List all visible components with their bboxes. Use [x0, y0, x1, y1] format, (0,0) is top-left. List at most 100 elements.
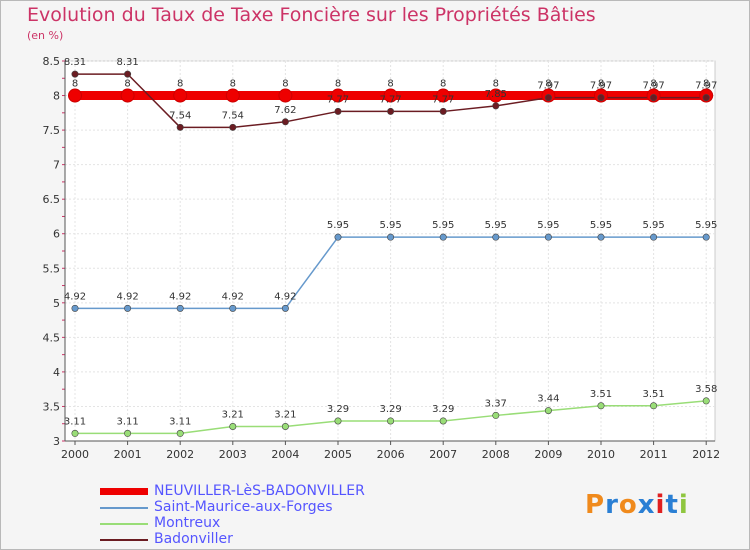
data-label: 3.51	[590, 389, 612, 400]
y-tick-label: 5.5	[43, 262, 61, 275]
x-tick-label: 2010	[587, 448, 615, 461]
data-point	[334, 107, 342, 115]
data-point	[544, 94, 552, 102]
y-tick-label: 8	[53, 90, 60, 103]
data-point	[124, 304, 132, 312]
data-point	[436, 88, 451, 103]
data-label: 7.54	[169, 110, 191, 121]
x-tick-label: 2005	[324, 448, 352, 461]
data-label: 8	[440, 79, 446, 90]
data-label: 7.97	[642, 81, 664, 92]
data-label: 8	[282, 79, 288, 90]
data-label: 3.29	[379, 404, 401, 415]
data-point	[439, 233, 447, 241]
data-label: 3.37	[485, 398, 507, 409]
data-point	[702, 233, 710, 241]
data-point	[281, 118, 289, 126]
data-point	[278, 88, 293, 103]
data-label: 7.85	[485, 89, 507, 100]
data-label: 7.77	[379, 94, 401, 105]
data-label: 5.95	[537, 220, 559, 231]
data-label: 3.11	[64, 416, 86, 427]
data-label: 8	[72, 79, 78, 90]
x-tick-label: 2002	[166, 448, 194, 461]
logo-letter: P	[585, 490, 606, 520]
y-tick-label: 6	[53, 228, 60, 241]
data-point	[702, 94, 710, 102]
y-tick-label: 8.5	[43, 55, 61, 68]
data-label: 4.92	[274, 291, 296, 302]
data-point	[544, 407, 552, 415]
data-point	[492, 233, 500, 241]
data-point	[488, 88, 503, 103]
x-tick-label: 2003	[219, 448, 247, 461]
data-point	[597, 233, 605, 241]
data-point	[439, 107, 447, 115]
data-point	[334, 417, 342, 425]
legend-label: NEUVILLER-LèS-BADONVILLER	[154, 483, 365, 499]
data-label: 8	[335, 79, 341, 90]
data-label: 5.95	[327, 220, 349, 231]
data-label: 8	[124, 79, 130, 90]
data-point	[383, 88, 398, 103]
logo-letter: t	[665, 490, 679, 520]
data-label: 8	[177, 79, 183, 90]
data-label: 5.95	[379, 220, 401, 231]
y-tick-label: 4.5	[43, 331, 61, 344]
y-tick-label: 7.5	[43, 124, 61, 137]
data-point	[124, 429, 132, 437]
data-label: 8	[230, 79, 236, 90]
data-point	[492, 411, 500, 419]
data-label: 4.92	[222, 291, 244, 302]
x-tick-label: 2006	[377, 448, 405, 461]
data-label: 3.44	[537, 394, 559, 405]
plot-area	[64, 60, 716, 442]
data-point	[71, 70, 79, 78]
y-tick-label: 6.5	[43, 193, 61, 206]
data-label: 4.92	[116, 291, 138, 302]
data-point	[176, 123, 184, 131]
x-tick-label: 2000	[61, 448, 89, 461]
x-tick-label: 2004	[271, 448, 299, 461]
y-tick-label: 3	[53, 435, 60, 448]
legend-swatch	[100, 539, 148, 541]
data-label: 5.95	[485, 220, 507, 231]
data-point	[281, 422, 289, 430]
data-point	[702, 397, 710, 405]
data-point	[173, 88, 188, 103]
data-label: 5.95	[432, 220, 454, 231]
data-label: 5.95	[642, 220, 664, 231]
x-tick-label: 2012	[692, 448, 720, 461]
data-label: 7.97	[695, 81, 717, 92]
unit-label: (en %)	[27, 29, 64, 42]
legend-swatch	[100, 523, 148, 525]
data-point	[176, 429, 184, 437]
data-label: 3.21	[222, 409, 244, 420]
data-label: 8	[387, 79, 393, 90]
data-point	[650, 233, 658, 241]
data-label: 8.31	[116, 57, 138, 68]
data-point	[68, 88, 82, 103]
legend-swatch	[100, 507, 148, 509]
data-label: 7.97	[537, 81, 559, 92]
data-point	[281, 304, 289, 312]
data-point	[334, 233, 342, 241]
data-point	[387, 417, 395, 425]
data-label: 8	[545, 79, 551, 90]
data-label: 7.62	[274, 105, 296, 116]
legend-label: Montreux	[154, 515, 221, 531]
x-tick-label: 2011	[640, 448, 668, 461]
data-label: 8	[703, 79, 709, 90]
data-label: 3.11	[116, 416, 138, 427]
data-label: 5.95	[695, 220, 717, 231]
legend-label: Saint-Maurice-aux-Forges	[154, 499, 333, 515]
data-label: 3.11	[169, 416, 191, 427]
data-point	[229, 304, 237, 312]
data-label: 5.95	[590, 220, 612, 231]
logo-letter: i	[678, 490, 689, 520]
legend-label: Badonviller	[154, 531, 233, 547]
data-label: 3.29	[432, 404, 454, 415]
data-label: 8	[650, 79, 656, 90]
data-point	[71, 304, 79, 312]
data-point	[597, 402, 605, 410]
